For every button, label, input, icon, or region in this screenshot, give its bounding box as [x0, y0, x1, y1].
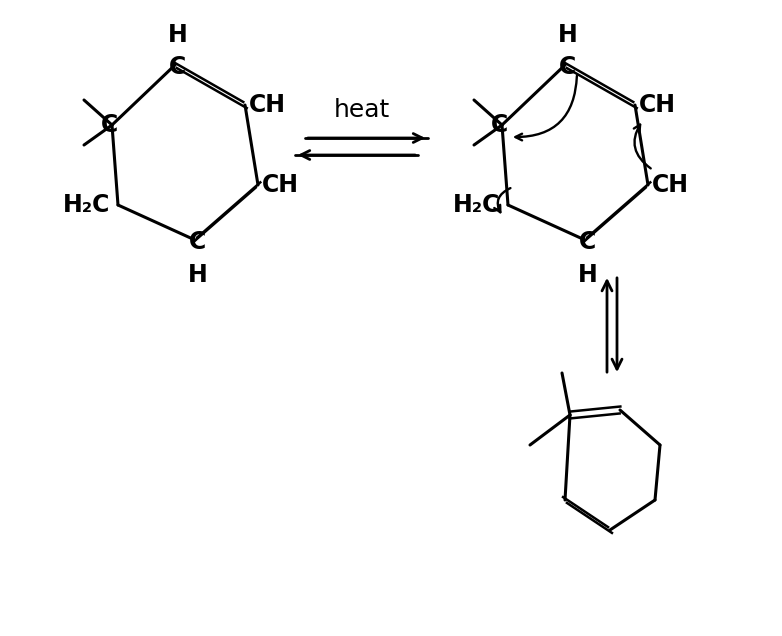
Text: H: H [558, 23, 578, 47]
Text: H₂C: H₂C [453, 193, 500, 217]
Text: H₂C: H₂C [63, 193, 110, 217]
Text: CH: CH [261, 173, 299, 197]
Text: C: C [102, 113, 119, 137]
Text: C: C [189, 230, 206, 254]
Text: C: C [491, 113, 508, 137]
Text: CH: CH [249, 93, 285, 117]
FancyArrowPatch shape [634, 125, 651, 169]
Text: heat: heat [333, 98, 389, 122]
Text: CH: CH [638, 93, 676, 117]
FancyArrowPatch shape [494, 188, 511, 212]
Text: C: C [579, 230, 597, 254]
Text: CH: CH [651, 173, 688, 197]
Text: C: C [559, 55, 576, 79]
FancyArrowPatch shape [515, 76, 577, 141]
Text: C: C [170, 55, 187, 79]
Text: H: H [188, 263, 208, 287]
Text: H: H [578, 263, 598, 287]
Text: H: H [168, 23, 188, 47]
